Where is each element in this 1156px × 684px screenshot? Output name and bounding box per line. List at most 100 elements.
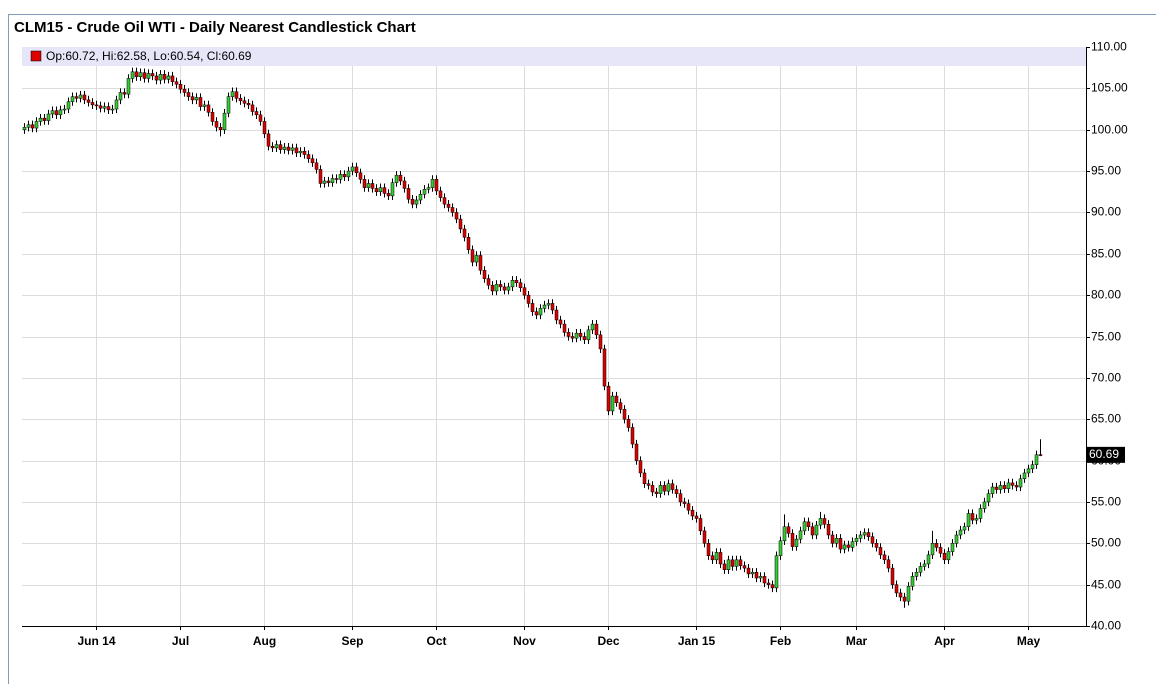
candle-body <box>862 532 867 536</box>
candle-body <box>854 538 859 542</box>
candle-body <box>570 336 575 339</box>
y-tick-label: 40.00 <box>1091 619 1121 633</box>
candle-body <box>702 530 707 544</box>
candle-body <box>834 538 839 544</box>
chart-title: CLM15 - Crude Oil WTI - Daily Nearest Ca… <box>14 19 416 36</box>
candle-body <box>938 547 943 554</box>
candle-body <box>106 106 111 111</box>
candle-body <box>450 207 455 213</box>
candle-body <box>914 571 919 577</box>
candle-body <box>630 427 635 445</box>
candle-body <box>954 534 959 544</box>
candle-body <box>750 571 755 575</box>
candle-body <box>1002 485 1007 489</box>
candle-body <box>1022 472 1027 480</box>
candle-body <box>958 529 963 536</box>
x-tick-label: Dec <box>597 634 619 648</box>
candle-body <box>454 212 459 220</box>
candle-body <box>330 178 335 183</box>
candle-body <box>158 74 163 81</box>
x-tick-label: Nov <box>513 634 536 648</box>
candle-body <box>678 493 683 503</box>
candle-body <box>314 162 319 170</box>
candle-body <box>90 102 95 106</box>
candle-body <box>746 567 751 575</box>
candle-body <box>230 91 235 97</box>
candle-body <box>990 486 995 494</box>
candle-body <box>730 559 735 567</box>
candle-body <box>926 554 931 565</box>
candle-body <box>290 147 295 151</box>
candle-body <box>754 571 759 579</box>
candle-body <box>398 174 403 182</box>
candle-body <box>722 563 727 571</box>
candle-body <box>38 117 43 122</box>
candle-body <box>782 526 787 542</box>
candle-body <box>50 110 55 115</box>
y-tick-label: 55.00 <box>1091 495 1121 509</box>
candle-body <box>246 102 251 106</box>
candle-body <box>74 96 79 99</box>
candle-body <box>1034 454 1039 465</box>
candle-body <box>810 526 815 536</box>
candle-body <box>530 303 535 312</box>
candle-body <box>822 518 827 525</box>
candle-body <box>274 144 279 149</box>
candle-body <box>94 104 99 107</box>
candle-body <box>950 543 955 552</box>
candle-body <box>302 150 307 155</box>
candle-body <box>502 286 507 291</box>
candle-body <box>78 94 83 99</box>
candle-body <box>538 308 543 316</box>
candle-body <box>470 249 475 263</box>
candle-body <box>706 543 711 556</box>
candle-body <box>46 113 51 121</box>
candle-body <box>1030 464 1035 470</box>
candle-body <box>58 109 63 116</box>
candle-body <box>850 541 855 548</box>
candle-body <box>682 501 687 504</box>
candle-body <box>310 158 315 164</box>
y-tick-label: 80.00 <box>1091 288 1121 302</box>
candle-body <box>278 144 283 150</box>
candle-body <box>1006 482 1011 489</box>
candle-body <box>370 183 375 189</box>
candle-body <box>646 483 651 486</box>
candle-body <box>986 493 991 503</box>
candle-body <box>598 334 603 350</box>
candle-body <box>410 198 415 205</box>
candle-body <box>878 547 883 556</box>
candle-body <box>1026 468 1031 474</box>
candle-body <box>574 332 579 339</box>
candle-body <box>226 96 231 114</box>
candle-body <box>406 188 411 200</box>
candle-body <box>386 193 391 197</box>
candle-body <box>534 311 539 316</box>
x-tick-label: Apr <box>934 634 955 648</box>
candle-body <box>338 174 343 180</box>
candle-body <box>66 101 71 110</box>
candle-body <box>118 92 123 101</box>
candle-body <box>506 286 511 291</box>
candle-body <box>462 228 467 238</box>
candle-body <box>978 508 983 519</box>
candle-body <box>498 284 503 288</box>
candle-body <box>602 348 607 387</box>
candle-body <box>162 74 167 80</box>
candle-body <box>182 88 187 93</box>
candle-body <box>334 178 339 180</box>
candle-body <box>778 540 783 556</box>
last-price-badge <box>1087 446 1125 463</box>
candle-body <box>654 491 659 494</box>
candle-body <box>478 255 483 271</box>
candle-body <box>354 166 359 173</box>
candle-body <box>22 126 27 130</box>
candle-body <box>806 521 811 527</box>
last-price-label: 60.69 <box>1089 447 1119 461</box>
candle-body <box>626 418 631 428</box>
candle-body <box>318 169 323 184</box>
candle-body <box>186 92 191 97</box>
candle-body <box>794 538 799 547</box>
candle-body <box>734 559 739 567</box>
